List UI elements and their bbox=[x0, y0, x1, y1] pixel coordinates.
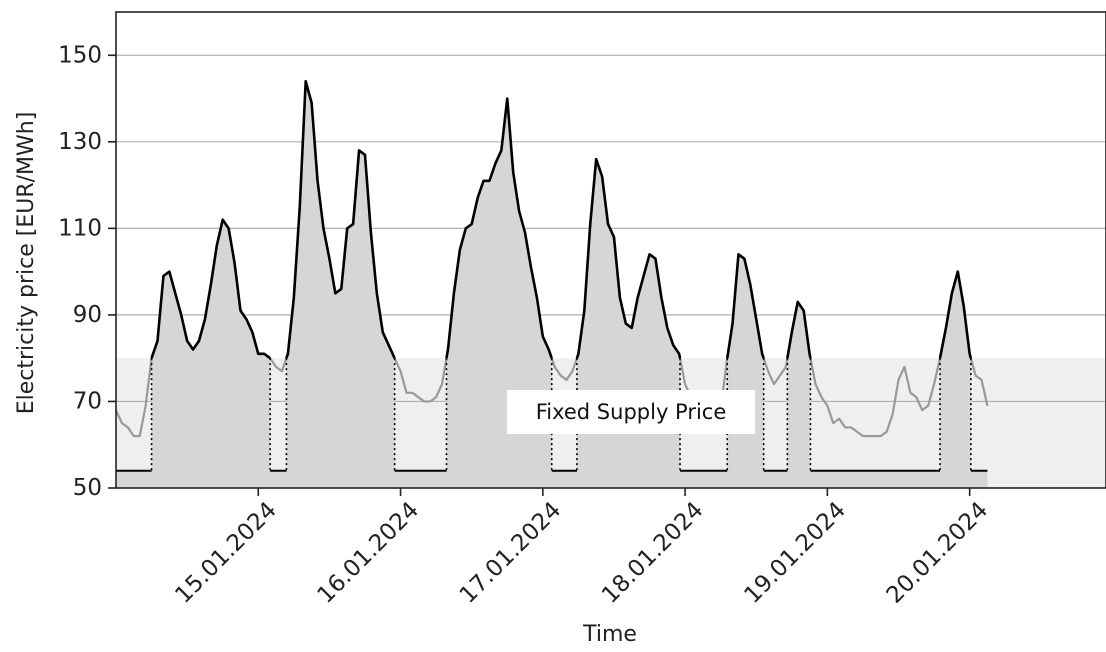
baseline-fill bbox=[763, 470, 788, 488]
fixed-supply-price-label: Fixed Supply Price bbox=[536, 400, 727, 424]
baseline-fill bbox=[810, 470, 941, 488]
price-line-above bbox=[445, 97, 553, 359]
price-line-below bbox=[393, 357, 448, 403]
plot-frame bbox=[115, 11, 1106, 489]
price-line-above bbox=[786, 300, 812, 359]
baseline-fill bbox=[116, 470, 152, 488]
price-line-above bbox=[575, 157, 682, 359]
x-axis-title: Time bbox=[582, 622, 637, 647]
price-line-above bbox=[285, 79, 396, 359]
price-line-below bbox=[114, 358, 153, 438]
baseline-fill bbox=[680, 470, 728, 488]
above-fixed-price-area bbox=[286, 81, 395, 489]
above-fixed-price-area bbox=[151, 219, 271, 488]
above-fixed-price-area bbox=[727, 254, 764, 488]
x-tick-label: 17.01.2024 bbox=[455, 497, 567, 609]
y-tick-label: 90 bbox=[73, 302, 102, 328]
price-line-above bbox=[938, 270, 973, 359]
price-line-below bbox=[550, 357, 578, 381]
price-line-above bbox=[725, 253, 765, 359]
price-line-below bbox=[969, 357, 989, 407]
y-tick-label: 110 bbox=[58, 215, 102, 241]
y-tick-label: 150 bbox=[58, 42, 102, 68]
annotation-layer: Fixed Supply Price bbox=[507, 390, 755, 434]
y-tick-label: 50 bbox=[73, 475, 102, 501]
above-fixed-price-area bbox=[940, 271, 971, 488]
price-line-below bbox=[269, 357, 288, 373]
y-tick-label: 130 bbox=[58, 129, 102, 155]
x-tick-label: 20.01.2024 bbox=[882, 497, 994, 609]
price-line-below bbox=[809, 357, 942, 438]
x-tick-label: 16.01.2024 bbox=[313, 497, 425, 609]
annotation-background bbox=[507, 390, 755, 434]
y-tick-label: 70 bbox=[73, 388, 102, 414]
x-tick-label: 19.01.2024 bbox=[739, 497, 851, 609]
baseline-fill bbox=[970, 470, 988, 488]
price-line-below bbox=[762, 357, 789, 386]
x-tick-label: 18.01.2024 bbox=[597, 497, 709, 609]
y-axis-title: Electricity price [EUR/MWh] bbox=[14, 112, 39, 415]
baseline-fill bbox=[270, 470, 287, 488]
x-tick-label: 15.01.2024 bbox=[170, 497, 282, 609]
baseline-fill bbox=[394, 470, 447, 488]
price-line-above bbox=[150, 218, 271, 360]
above-fixed-price-area bbox=[787, 301, 811, 488]
baseline-fill bbox=[551, 470, 577, 488]
